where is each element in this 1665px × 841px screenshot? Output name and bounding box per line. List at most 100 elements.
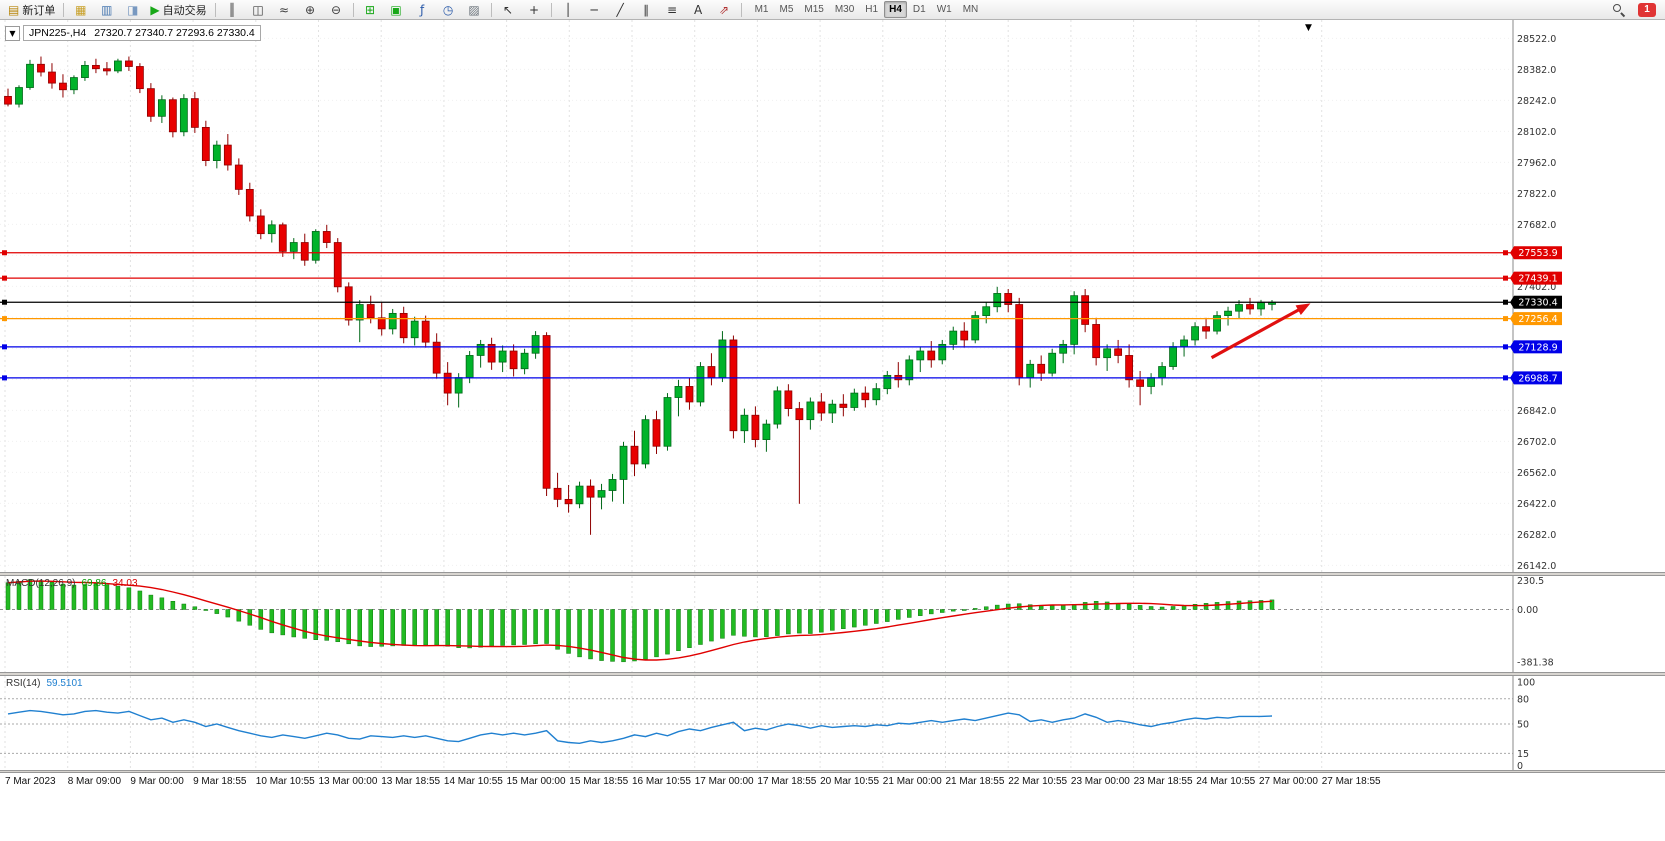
timeframe-m1-button[interactable]: M1: [754, 4, 769, 15]
svg-text:27256.4: 27256.4: [1518, 314, 1557, 325]
toolbar-right: 1: [1606, 0, 1661, 19]
price-tick-label: 28382.0: [1517, 65, 1556, 76]
candle: [1059, 339, 1068, 364]
cascade-windows-button[interactable]: ▣: [384, 0, 409, 19]
candle: [92, 58, 100, 74]
candle: [872, 383, 881, 406]
crosshair-button[interactable]: +: [522, 0, 547, 19]
time-label: 27 Mar 18:55: [1321, 776, 1381, 787]
vertical-line-icon: │: [564, 2, 572, 17]
candlestick-series: [4, 56, 1276, 535]
candle: [399, 306, 408, 344]
candle: [388, 308, 397, 335]
timeframe-d1-button[interactable]: D1: [912, 4, 926, 15]
candle: [168, 97, 177, 138]
time-label: 22 Mar 10:55: [1008, 776, 1068, 787]
time-axis[interactable]: 7 Mar 2023 8 Mar 09:00 9 Mar 00:00 9 Mar 18…: [0, 774, 1665, 792]
candle: [1136, 370, 1145, 406]
price-tick-label: 28242.0: [1517, 96, 1556, 107]
toolbar-separator: [550, 2, 552, 17]
horizontal-price-line[interactable]: [0, 316, 1513, 322]
rsi-name: RSI(14): [6, 678, 41, 689]
data-window-button[interactable]: ◨: [120, 0, 145, 19]
horizontal-line-button[interactable]: ─: [582, 0, 607, 19]
price-tag: 27128.9: [1510, 340, 1562, 354]
timeframe-m5-button[interactable]: M5: [779, 4, 794, 15]
chart-window-button[interactable]: ▦: [68, 0, 93, 19]
macd-main-value: 69.86: [81, 578, 107, 589]
trend-arrow-annotation[interactable]: [1210, 303, 1311, 360]
arrow-tools-button[interactable]: ⇗: [712, 0, 737, 19]
cursor-button[interactable]: ↖: [496, 0, 521, 19]
rsi-levels: [0, 698, 1513, 754]
candle: [355, 300, 364, 343]
timeframe-mn-button[interactable]: MN: [962, 4, 979, 15]
periods-button[interactable]: ◷: [436, 0, 461, 19]
time-label: 23 Mar 00:00: [1070, 776, 1130, 787]
channel-button[interactable]: ∥: [634, 0, 659, 19]
search-icon: [1612, 3, 1625, 16]
svg-text:27330.4: 27330.4: [1518, 298, 1557, 309]
zoom-out-button[interactable]: ⊖: [324, 0, 349, 19]
indicators-button[interactable]: ƒ: [410, 0, 435, 19]
trendline-button[interactable]: ╱: [608, 0, 633, 19]
horizontal-price-line[interactable]: [0, 275, 1513, 281]
scroll-to-end-icon[interactable]: ▼: [1305, 23, 1312, 33]
candle: [674, 379, 683, 417]
grid-horizontal: [0, 37, 1513, 566]
search-button[interactable]: [1606, 0, 1631, 19]
tile-windows-button[interactable]: ⊞: [358, 0, 383, 19]
autotrading-button[interactable]: ▶ 自动交易: [146, 0, 210, 19]
candle: [982, 302, 991, 324]
notification-badge[interactable]: 1: [1638, 2, 1656, 17]
timeframe-w1-button[interactable]: W1: [936, 4, 952, 15]
symbol-ohlc-values: 27320.7 27340.7 27293.6 27330.4: [94, 27, 255, 39]
vertical-line-button[interactable]: │: [556, 0, 581, 19]
candle: [1081, 289, 1090, 333]
timeframe-m15-button[interactable]: M15: [804, 4, 824, 15]
candle: [245, 182, 254, 222]
panel-splitter[interactable]: [0, 672, 1665, 676]
bar-chart-button[interactable]: ║: [220, 0, 245, 19]
candle: [234, 158, 243, 195]
profiles-button[interactable]: ▥: [94, 0, 119, 19]
candle: [762, 419, 771, 452]
timeframe-m30-button[interactable]: M30: [834, 4, 855, 15]
horizontal-price-line[interactable]: [0, 299, 1513, 305]
rsi-indicator-label: RSI(14) 59.5101: [6, 678, 83, 689]
candle: [333, 238, 342, 293]
zoom-in-button[interactable]: ⊕: [298, 0, 323, 19]
chart-area[interactable]: 28522.0 28382.0 28242.0 28102.0 27962.0 27822…: [0, 20, 1665, 841]
text-button[interactable]: A: [686, 0, 711, 19]
rsi-panel[interactable]: 100 80 50 150: [0, 676, 1665, 770]
templates-button[interactable]: ▨: [462, 0, 487, 19]
price-tick-label: 26702.0: [1517, 437, 1556, 448]
candle: [663, 393, 672, 451]
timeframe-h4-button[interactable]: H4: [884, 1, 907, 18]
one-click-trading-chevron-icon[interactable]: ▼: [5, 25, 20, 41]
new-order-button[interactable]: ▤ 新订单: [4, 0, 59, 19]
bar-chart-icon: ║: [228, 2, 236, 17]
candle: [498, 345, 507, 373]
price-tag: 27330.4: [1510, 295, 1562, 309]
horizontal-price-line[interactable]: [0, 250, 1513, 256]
fibonacci-button[interactable]: ≡: [660, 0, 685, 19]
macd-signal-value: 34.03: [112, 578, 138, 589]
svg-text:27553.9: 27553.9: [1518, 248, 1557, 259]
horizontal-price-line[interactable]: [0, 375, 1513, 381]
panel-splitter[interactable]: [0, 572, 1665, 576]
horizontal-price-line[interactable]: [0, 344, 1513, 350]
timeframe-h1-button[interactable]: H1: [865, 4, 879, 15]
candle: [806, 397, 815, 430]
main-price-chart[interactable]: 28522.0 28382.0 28242.0 28102.0 27962.0 27822…: [0, 20, 1665, 572]
price-tick-label: 28102.0: [1517, 127, 1556, 138]
line-chart-button[interactable]: ≈: [272, 0, 297, 19]
time-label: 13 Mar 18:55: [381, 776, 441, 787]
candlestick-chart-button[interactable]: ◫: [246, 0, 271, 19]
time-label: 7 Mar 2023: [5, 776, 56, 787]
macd-panel[interactable]: 230.5 0.00 -381.38: [0, 576, 1665, 672]
price-tick-label: 27402.0: [1517, 282, 1556, 293]
panel-splitter[interactable]: [0, 770, 1665, 773]
price-tick-label: 28522.0: [1517, 34, 1556, 45]
candle: [586, 479, 595, 535]
